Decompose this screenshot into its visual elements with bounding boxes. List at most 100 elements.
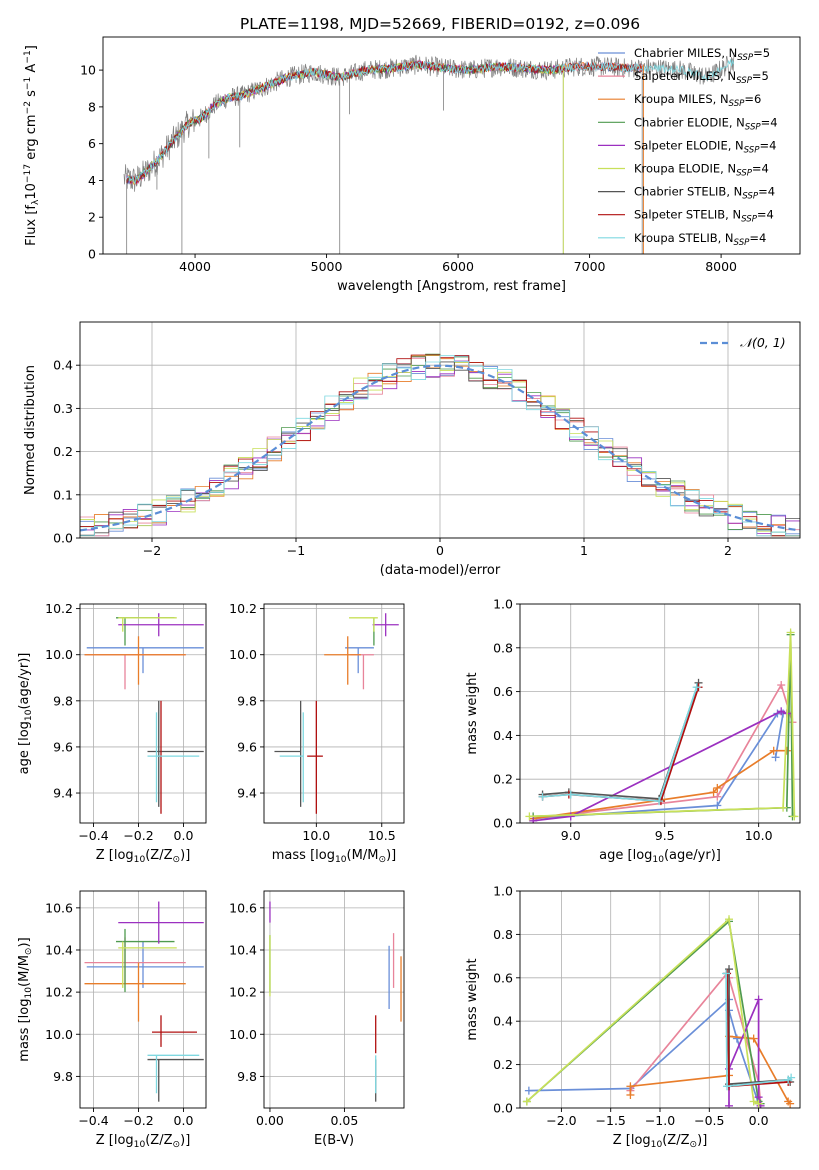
weight-marker-kroupa-miles <box>713 783 722 792</box>
y-axis-label: mass [log10(M/M⊙)] <box>17 937 34 1061</box>
model-fit-kroupa-stelib <box>126 59 735 186</box>
y-tick-label: 9.6 <box>53 739 73 754</box>
y-tick-label: 0.8 <box>493 927 513 942</box>
weight-marker-kroupa-miles <box>749 1034 758 1043</box>
x-tick-label: 4000 <box>179 259 211 274</box>
y-tick-label: 10.4 <box>229 942 257 957</box>
y-tick-label: 0 <box>88 247 96 262</box>
y-tick-label: 0.2 <box>493 1057 513 1072</box>
y-tick-label: 9.8 <box>237 693 257 708</box>
x-tick-label: 10.0 <box>745 828 773 843</box>
y-tick-label: 0.6 <box>493 684 513 699</box>
y-axis-label: Flux [fλ10−17 erg cm−2 s−1 A−1] <box>23 45 41 246</box>
age-vs-mass-panel: 10.0 10.5 9.4 9.6 9.8 10.0 10.2 mass [log10(M/M… <box>229 601 405 865</box>
spectrum-panel: 4000 5000 6000 7000 8000 0 2 4 6 8 10 wavelength [A… <box>23 36 801 294</box>
x-tick-label: 9.0 <box>561 828 581 843</box>
x-axis-label: Z [log10(Z/Z⊙)] <box>96 1133 191 1150</box>
y-tick-label: 0.1 <box>53 487 73 502</box>
x-axis-label: wavelength [Angstrom, rest frame] <box>337 279 566 294</box>
x-tick-label: 0.05 <box>331 1113 359 1128</box>
plot-area <box>80 891 206 1108</box>
weight-marker-kroupa-elodie <box>790 812 799 821</box>
legend-label-normal: 𝒩(0, 1) <box>740 335 786 350</box>
x-tick-label: 0 <box>436 543 444 558</box>
mass-vs-metallicity-panel: −0.4 −0.2 0.0 9.8 10.0 10.2 10.4 10.6 Z [log10(Z… <box>17 890 207 1150</box>
weight-marker-kroupa-elodie <box>754 1099 763 1108</box>
y-tick-label: 0.2 <box>53 444 73 459</box>
legend-label-kroupa-elodie: Kroupa ELODIE, NSSP=4 <box>634 162 769 179</box>
x-tick-label: 0.0 <box>174 1113 194 1128</box>
legend-label-kroupa-miles: Kroupa MILES, NSSP=6 <box>634 92 761 109</box>
residuals-panel: −2 −1 0 1 2 0.0 0.1 0.2 0.3 0.4 (data-model)/error… <box>23 321 801 578</box>
x-tick-label: 10.0 <box>302 828 330 843</box>
y-tick-label: 1.0 <box>493 597 513 612</box>
y-tick-label: 0.4 <box>493 728 513 743</box>
spectrum-legend: Chabrier MILES, NSSP=5 Salpeter MILES, NS… <box>598 46 778 248</box>
x-axis-label: E(B-V) <box>314 1133 354 1148</box>
weight-marker-salpeter-elodie <box>566 812 575 821</box>
x-tick-label: 0.0 <box>749 1113 769 1128</box>
histogram-kroupa-stelib <box>80 355 800 537</box>
weight-marker-chabrier-miles <box>713 801 722 810</box>
weight-marker-chabrier-miles <box>771 753 780 762</box>
mass-vs-extinction-panel: 0.00 0.05 9.8 10.0 10.2 10.4 10.6 E(B-V) <box>229 890 405 1148</box>
x-tick-label: −1.5 <box>596 1113 626 1128</box>
y-tick-label: 10.2 <box>45 985 73 1000</box>
weight-marker-chabrier-miles <box>524 1086 533 1095</box>
axes-frame <box>79 890 207 1109</box>
x-tick-label: −0.2 <box>123 828 153 843</box>
weight-line-kroupa-stelib <box>725 973 792 1088</box>
y-tick-label: 10.0 <box>45 1027 73 1042</box>
axes-frame <box>263 603 405 824</box>
figure-title: PLATE=1198, MJD=52669, FIBERID=0192, z=0… <box>240 15 640 33</box>
y-tick-label: 10.2 <box>229 601 257 616</box>
y-axis-label: Normed distribution <box>23 365 38 495</box>
weight-marker-kroupa-stelib <box>723 1082 732 1091</box>
plot-area <box>264 891 404 1108</box>
weight-marker-salpeter-miles <box>713 792 722 801</box>
weight-marker-salpeter-elodie <box>725 1101 734 1108</box>
y-tick-label: 6 <box>88 136 96 151</box>
weight-marker-chabrier-stelib <box>725 965 734 974</box>
y-tick-label: 9.8 <box>53 693 73 708</box>
y-tick-label: 9.8 <box>53 1069 73 1084</box>
x-tick-label: −0.4 <box>78 828 108 843</box>
weight-line-salpeter-elodie <box>533 710 788 822</box>
weight-marker-kroupa-miles <box>782 746 791 755</box>
weight-marker-kroupa-stelib <box>538 792 547 801</box>
weight-marker-salpeter-elodie <box>529 816 538 823</box>
y-axis-label: mass weight <box>465 672 480 754</box>
y-tick-label: 0.8 <box>493 640 513 655</box>
plot-area <box>520 891 800 1108</box>
x-tick-label: 0.0 <box>174 828 194 843</box>
weight-marker-kroupa-elodie <box>725 915 734 924</box>
y-tick-label: 10.6 <box>229 900 257 915</box>
weight-marker-kroupa-stelib <box>787 1073 796 1082</box>
weight-line-kroupa-elodie <box>529 632 796 818</box>
normal-distribution-curve <box>80 364 800 532</box>
x-axis-label: (data-model)/error <box>380 563 501 578</box>
x-axis-label: Z [log10(Z/Z⊙)] <box>613 1133 708 1150</box>
plot-area <box>80 604 206 823</box>
massweight-vs-age-panel: 9.0 9.5 10.0 0.0 0.2 0.4 0.6 0.8 1.0 age [log10(a… <box>465 597 801 865</box>
x-axis-label: age [log10(age/yr)] <box>599 848 721 865</box>
y-tick-label: 1.0 <box>493 884 513 899</box>
age-vs-metallicity-panel: −0.4 −0.2 0.0 9.4 9.6 9.8 10.0 10.2 Z [log10(Z/Z… <box>17 601 207 865</box>
y-tick-label: 8 <box>88 99 96 114</box>
histogram-salpeter-stelib <box>80 354 800 537</box>
legend-label-chabrier-stelib: Chabrier STELIB, NSSP=4 <box>634 185 775 202</box>
weight-marker-kroupa-miles <box>709 788 718 797</box>
x-tick-label: 7000 <box>574 259 606 274</box>
y-tick-label: 9.6 <box>237 739 257 754</box>
weight-line-chabrier-stelib <box>728 969 791 1086</box>
y-tick-label: 0.6 <box>493 970 513 985</box>
y-tick-label: 2 <box>88 210 96 225</box>
weight-marker-kroupa-miles <box>769 746 778 755</box>
legend-label-chabrier-miles: Chabrier MILES, NSSP=5 <box>634 46 770 63</box>
weight-marker-kroupa-miles <box>626 1090 635 1099</box>
y-tick-label: 10.4 <box>45 942 73 957</box>
x-tick-label: −2 <box>143 543 161 558</box>
weight-marker-salpeter-miles <box>777 681 786 690</box>
